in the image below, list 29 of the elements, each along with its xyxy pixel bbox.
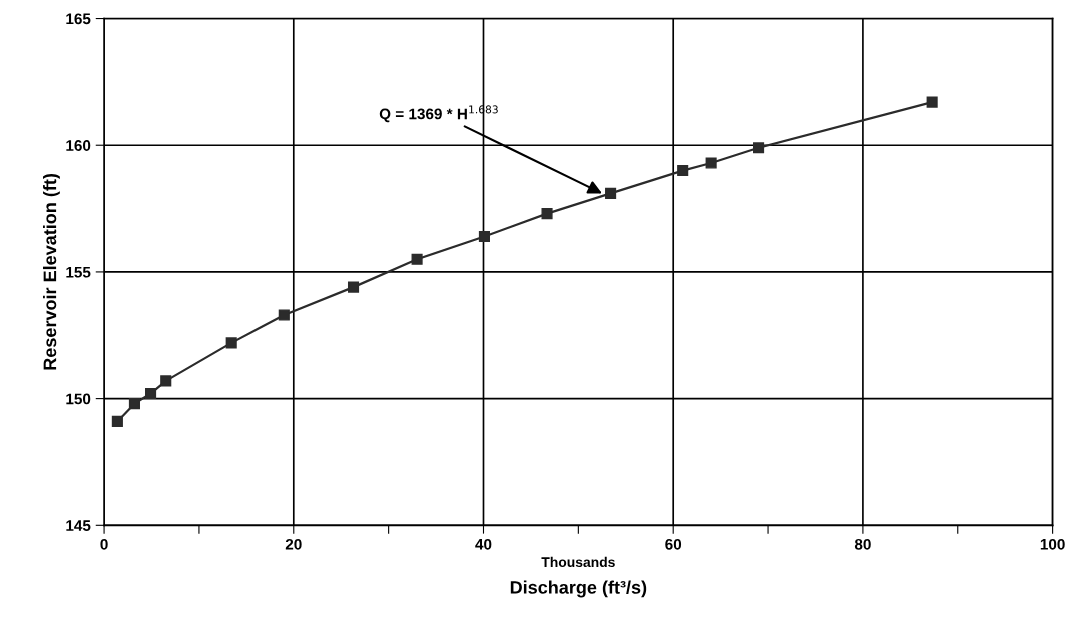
point <box>278 309 290 321</box>
x-tick-label: 0 <box>100 538 108 550</box>
point <box>225 337 237 349</box>
x-tick-label: 60 <box>665 538 682 550</box>
x-tick-label: 100 <box>1040 538 1065 550</box>
point <box>111 415 123 427</box>
x-tick-label: 80 <box>854 538 871 550</box>
text: Thousands <box>541 556 615 568</box>
point <box>478 230 490 243</box>
point <box>541 208 553 220</box>
y-tick-label: 165 <box>66 13 91 25</box>
point <box>347 281 360 293</box>
y-tick-label: 155 <box>66 266 91 278</box>
point <box>677 165 689 177</box>
x-tick-label: 40 <box>475 538 492 550</box>
point <box>705 157 717 169</box>
point <box>926 96 938 108</box>
point <box>145 387 157 400</box>
point <box>128 398 140 410</box>
y-axis-title: Reservoir Elevation (ft) <box>43 173 60 370</box>
x-tick-label: 20 <box>285 538 302 550</box>
point <box>160 375 172 387</box>
x-axis-title: Discharge (ft³/s) <box>510 580 647 598</box>
y-tick-label: 145 <box>66 520 91 531</box>
point <box>411 253 423 265</box>
point <box>753 142 765 154</box>
y-tick-label: 160 <box>66 140 91 151</box>
point <box>605 187 617 199</box>
y-tick-label: 150 <box>66 393 91 405</box>
